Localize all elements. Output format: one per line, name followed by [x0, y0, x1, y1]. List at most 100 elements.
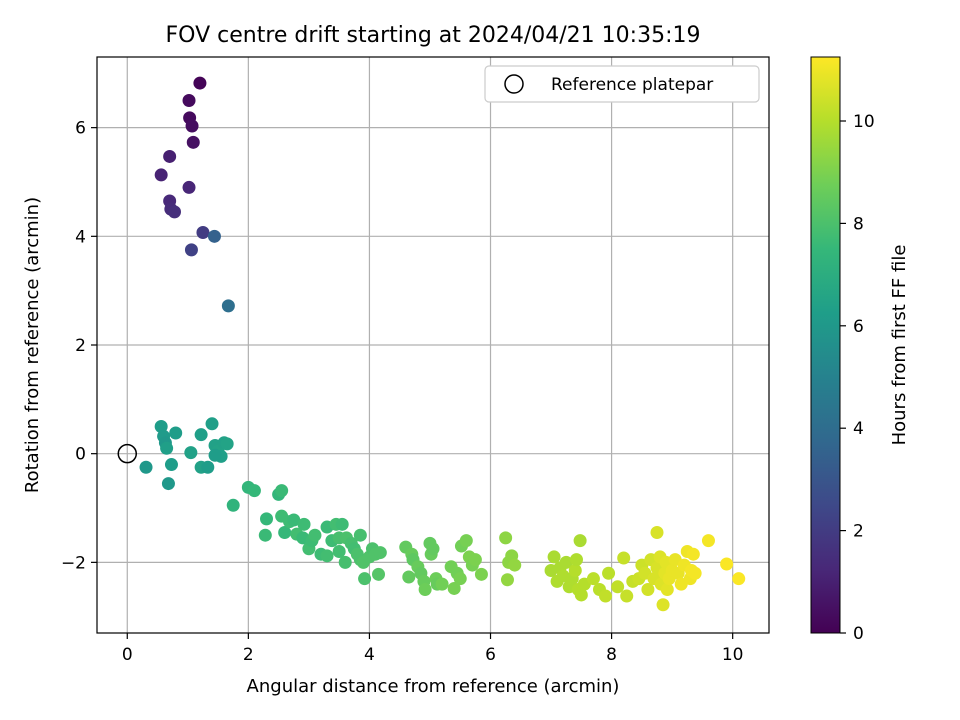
data-point: [338, 555, 352, 569]
colorbar-label: Hours from first FF file: [889, 245, 910, 446]
data-point: [656, 598, 670, 612]
data-point: [568, 564, 582, 578]
data-point: [602, 566, 616, 580]
data-point: [508, 558, 522, 572]
data-point: [260, 512, 274, 526]
colorbar-tick-label: 0: [853, 624, 864, 644]
data-point: [169, 426, 183, 440]
data-point: [353, 528, 367, 542]
data-point: [164, 458, 178, 472]
y-tick-label: 0: [75, 445, 86, 465]
data-point: [574, 588, 588, 602]
data-point: [474, 567, 488, 581]
data-point: [620, 589, 634, 603]
colorbar-ticks: 0 2 4 6 8 10: [840, 112, 875, 644]
legend: Reference platepar: [484, 65, 760, 103]
colorbar: [810, 56, 841, 634]
data-point: [275, 484, 289, 498]
data-point: [373, 546, 387, 560]
y-tick-label: −2: [61, 553, 86, 573]
data-point: [194, 428, 208, 442]
data-point: [435, 577, 449, 591]
chart-title: FOV centre drift starting at 2024/04/21 …: [166, 23, 701, 48]
x-tick-label: 2: [243, 645, 254, 665]
y-tick-label: 6: [75, 119, 86, 139]
data-point: [611, 580, 625, 594]
legend-reference-marker: [504, 74, 524, 94]
data-point: [278, 525, 292, 539]
data-point: [208, 448, 222, 462]
data-point: [372, 567, 386, 581]
data-point: [418, 583, 432, 597]
data-point: [499, 531, 513, 545]
data-point: [154, 420, 168, 434]
data-point: [167, 205, 181, 219]
data-point: [459, 534, 473, 548]
data-point: [205, 417, 219, 431]
data-point: [573, 534, 587, 548]
x-tick-label: 6: [485, 645, 496, 665]
data-point: [308, 528, 322, 542]
data-point: [332, 544, 346, 558]
data-point: [468, 553, 482, 567]
data-point: [196, 226, 210, 240]
data-point: [287, 513, 301, 527]
data-point: [185, 119, 199, 133]
data-point: [732, 572, 746, 586]
reference-platepar-marker: [117, 443, 138, 464]
x-tick-label: 10: [722, 645, 744, 665]
data-point: [447, 581, 461, 595]
data-point: [500, 573, 514, 587]
y-axis-ticks: −2 0 2 4 6: [61, 119, 97, 573]
data-point: [184, 446, 198, 460]
data-point: [569, 553, 583, 567]
data-point: [402, 570, 416, 584]
data-points: [139, 76, 746, 612]
colorbar-tick-label: 10: [853, 112, 875, 132]
colorbar-tick-label: 2: [853, 522, 864, 542]
data-point: [599, 589, 613, 603]
x-axis-ticks: 0 2 4 6 8 10: [122, 633, 744, 665]
y-axis-label: Rotation from reference (arcmin): [22, 197, 43, 493]
data-point: [650, 525, 664, 539]
data-point: [247, 484, 261, 498]
grid-lines: [97, 57, 769, 633]
data-point: [160, 441, 174, 455]
data-point: [586, 572, 600, 586]
data-point: [182, 93, 196, 107]
data-point: [720, 557, 734, 571]
x-axis-label: Angular distance from reference (arcmin): [247, 676, 620, 697]
y-tick-label: 2: [75, 336, 86, 356]
data-point: [688, 566, 702, 580]
data-point: [297, 517, 311, 531]
data-point: [358, 572, 372, 586]
data-point: [335, 517, 349, 531]
x-tick-label: 8: [606, 645, 617, 665]
data-point: [139, 460, 153, 474]
data-point: [226, 498, 240, 512]
data-point: [182, 180, 196, 194]
data-point: [220, 437, 234, 451]
data-point: [201, 460, 215, 474]
data-point: [154, 168, 168, 182]
data-point: [641, 583, 655, 597]
data-point: [547, 550, 561, 564]
data-point: [617, 551, 631, 565]
data-point: [184, 243, 198, 257]
data-point: [163, 149, 177, 163]
data-point: [186, 135, 200, 149]
data-point: [161, 477, 175, 491]
legend-box: [484, 65, 760, 103]
y-tick-label: 4: [75, 227, 86, 247]
data-point: [453, 572, 467, 586]
data-point: [426, 542, 440, 556]
colorbar-tick-label: 4: [853, 419, 864, 439]
data-point: [207, 229, 221, 243]
data-point: [686, 547, 700, 561]
colorbar-tick-label: 8: [853, 214, 864, 234]
data-point: [193, 76, 207, 90]
data-point: [559, 555, 573, 569]
colorbar-tick-label: 6: [853, 317, 864, 337]
data-point: [320, 549, 334, 563]
